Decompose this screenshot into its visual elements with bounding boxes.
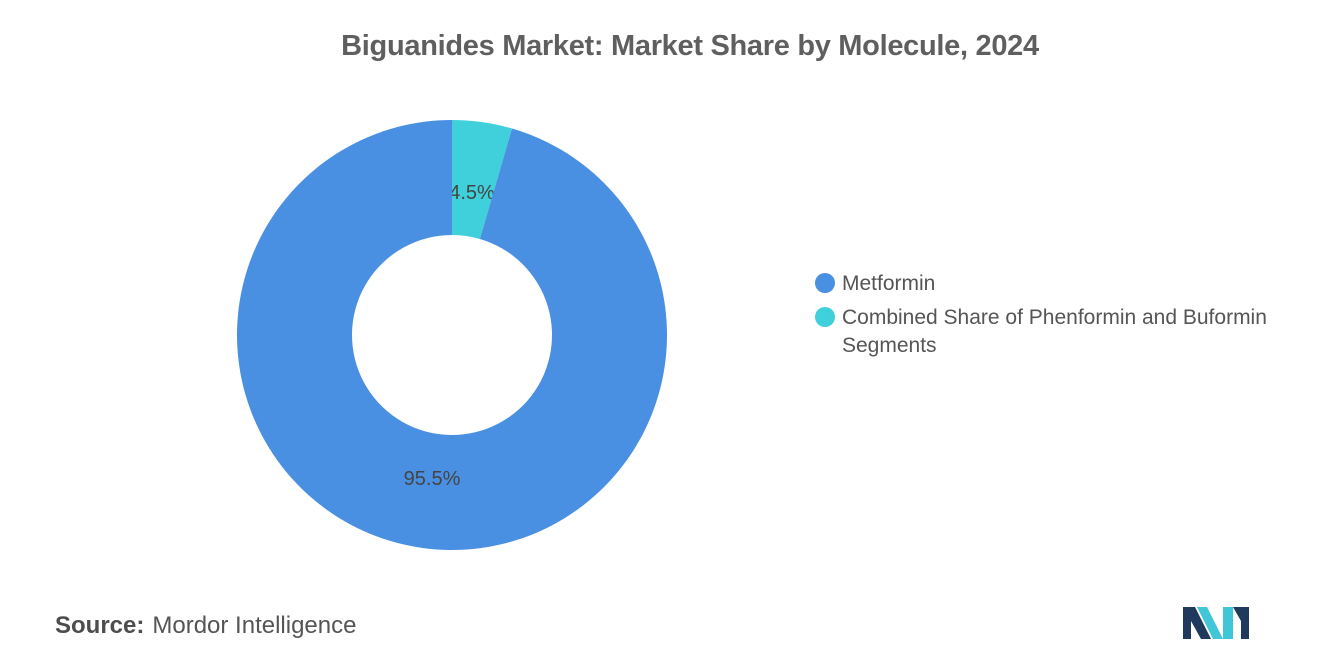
chart-title: Biguanides Market: Market Share by Molec… — [341, 30, 1039, 62]
slice-label-phenformin-buformin: 4.5% — [449, 182, 495, 204]
mordor-intelligence-logo-icon — [1183, 607, 1249, 639]
legend-label-phenformin-buformin: Combined Share of Phenformin and Buformi… — [842, 306, 1267, 357]
slice-label-metformin: 95.5% — [404, 468, 461, 490]
legend-item-phenformin-buformin[interactable]: Combined Share of Phenformin and Buformi… — [815, 304, 1315, 360]
source-note: Source: Mordor Intelligence — [55, 612, 356, 640]
legend: Metformin Combined Share of Phenformin a… — [815, 270, 1315, 366]
donut-slice-phenformin-buformin[interactable] — [452, 120, 512, 239]
legend-label-metformin: Metformin — [842, 272, 936, 295]
legend-swatch-metformin — [815, 273, 835, 293]
source-text: Mordor Intelligence — [152, 612, 357, 639]
donut-slice-metformin[interactable] — [237, 120, 668, 550]
legend-swatch-phenformin-buformin — [815, 307, 835, 327]
source-label: Source: — [55, 612, 145, 639]
legend-item-metformin[interactable]: Metformin — [815, 270, 1315, 298]
